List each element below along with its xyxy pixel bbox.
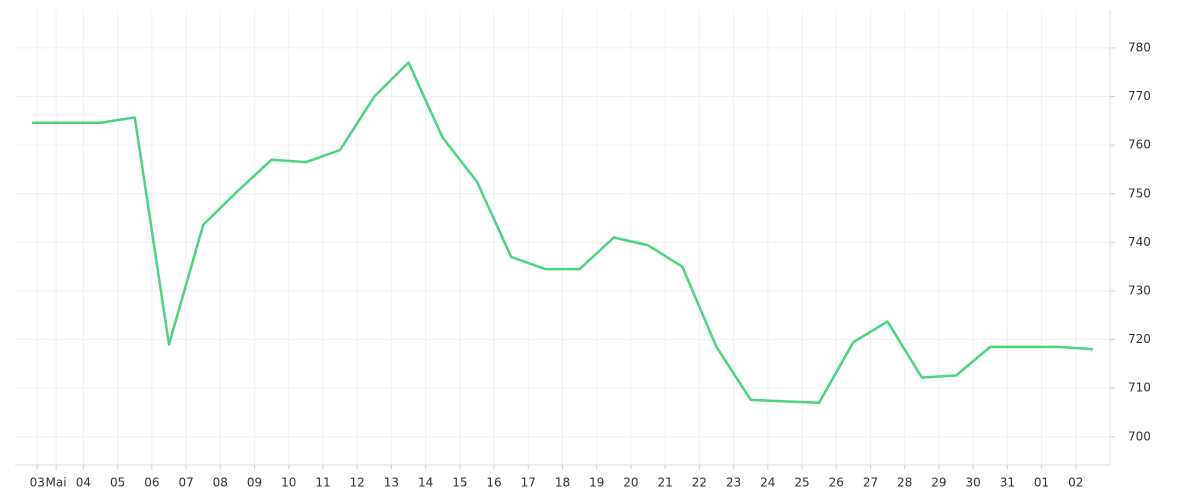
x-tick-label: Mai xyxy=(46,476,67,490)
y-tick-label: 730 xyxy=(1128,283,1151,297)
line-series xyxy=(32,61,1093,405)
x-tick-label: 24 xyxy=(760,476,775,490)
x-tick-label: 11 xyxy=(315,476,330,490)
x-tick-label: 29 xyxy=(931,476,946,490)
x-tick-label: 15 xyxy=(452,476,467,490)
x-tick-label: 13 xyxy=(384,476,399,490)
x-tick-label: 21 xyxy=(658,476,673,490)
y-tick-label: 740 xyxy=(1128,235,1151,249)
x-tick-label: 02 xyxy=(1068,476,1083,490)
x-tick-label: 25 xyxy=(794,476,809,490)
x-tick-label: 10 xyxy=(281,476,296,490)
x-tick-label: 01 xyxy=(1034,476,1049,490)
x-tick-label: 09 xyxy=(247,476,262,490)
x-tick-label: 05 xyxy=(110,476,125,490)
x-tick-label: 23 xyxy=(726,476,741,490)
x-tick-label: 27 xyxy=(863,476,878,490)
y-tick-label: 710 xyxy=(1128,381,1151,395)
y-tick-label: 720 xyxy=(1128,332,1151,346)
x-tick-label: 17 xyxy=(521,476,536,490)
y-tick-label: 770 xyxy=(1128,89,1151,103)
x-tick-label: 28 xyxy=(897,476,912,490)
x-tick-label: 08 xyxy=(213,476,228,490)
x-tick-label: 20 xyxy=(623,476,638,490)
x-tick-label: 12 xyxy=(350,476,365,490)
y-tick-label: 780 xyxy=(1128,40,1151,54)
x-tick-label: 18 xyxy=(555,476,570,490)
x-tick-label: 31 xyxy=(1000,476,1015,490)
y-tick-label: 700 xyxy=(1128,429,1151,443)
x-tick-label: 19 xyxy=(589,476,604,490)
x-tick-label: 07 xyxy=(178,476,193,490)
y-tick-label: 760 xyxy=(1128,138,1151,152)
x-tick-label: 04 xyxy=(76,476,91,490)
x-tick-label: 16 xyxy=(486,476,501,490)
x-tick-label: 14 xyxy=(418,476,433,490)
x-tick-label: 22 xyxy=(692,476,707,490)
y-tick-label: 750 xyxy=(1128,186,1151,200)
x-tick-label: 03 xyxy=(30,476,45,490)
x-tick-label: 26 xyxy=(829,476,844,490)
x-tick-label: 06 xyxy=(144,476,159,490)
x-tick-label: 30 xyxy=(965,476,980,490)
